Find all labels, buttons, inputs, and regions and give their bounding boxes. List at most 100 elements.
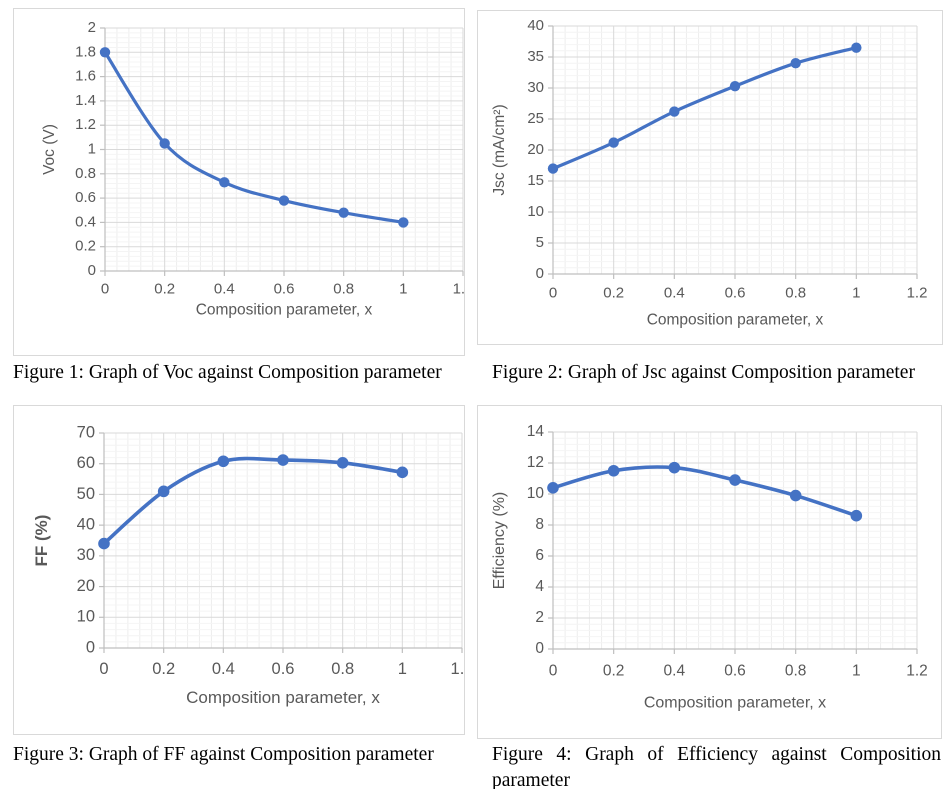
data-point-1 [851,42,862,53]
x-tick-label: 0 [101,280,109,297]
y-tick-label: 60 [77,454,95,472]
data-point-0.4 [668,461,681,474]
y-tick-label: 6 [535,547,544,564]
y-tick-label: 8 [535,516,544,533]
data-point-0.6 [729,474,741,486]
data-point-0.4 [219,177,230,188]
gridlines [553,25,918,274]
y-tick-label: 0 [88,262,96,279]
gridlines [105,27,464,271]
x-tick-label: 0.2 [603,662,625,679]
data-point-0.8 [336,456,349,469]
y-tick-label: 0.6 [75,189,96,206]
efficiency-chart-canvas: 0 2 4 6 8 10 12 14 0 0.2 0.4 0.6 0.8 1 1.2 Composition … [491,423,928,711]
y-tick-label: 20 [527,141,544,158]
x-tick-label: 1.2 [906,662,928,679]
data-point-0.4 [669,106,680,117]
y-axis-title: Efficiency (%) [491,492,508,590]
x-tick-label: 0.6 [725,284,746,301]
y-axis-title: FF (%) [32,515,51,567]
figure-2-caption: Figure 2: Graph of Jsc against Compositi… [492,362,915,383]
data-point-0.8 [338,207,349,218]
data-point-0.6 [278,195,290,206]
data-point-1 [398,217,409,228]
axes: 0 5 10 15 20 25 30 35 40 0 0.2 0.4 0.6 0.8 1 1.2 [527,17,927,301]
ff-chart-canvas: 0 10 20 30 40 50 60 70 0 0.2 0.4 0.6 0.8 1 1.2 Composit… [32,423,464,707]
y-tick-label: 70 [77,423,95,441]
series-line [103,50,405,224]
data-point-1 [396,466,409,479]
data-point-0.2 [159,138,170,149]
ff-chart: 0 10 20 30 40 50 60 70 0 0.2 0.4 0.6 0.8 1 1.2 Composit… [13,405,465,735]
y-tick-label: 1 [88,140,96,157]
y-tick-label: 1.6 [75,68,96,85]
voc-chart-canvas: 0 0.2 0.4 0.6 0.8 1 1.2 1.4 1.6 1.8 2 0 0.2 0.4 0.6 0.8… [41,19,464,318]
data-series [99,47,409,228]
x-tick-label: 0.4 [214,280,235,297]
y-tick-label: 10 [527,203,544,220]
data-point-0.6 [277,454,289,466]
y-tick-label: 2 [88,19,96,36]
x-tick-label: 0.8 [333,280,354,297]
data-point-0.8 [790,58,801,69]
axes: 0 2 4 6 8 10 12 14 0 0.2 0.4 0.6 0.8 1 1.2 [527,423,928,679]
y-tick-label: 0.2 [75,238,96,255]
y-tick-label: 12 [527,454,544,471]
y-axis-title: Voc (V) [41,124,58,175]
x-axis-title: Composition parameter, x [196,301,373,318]
data-point-0 [99,47,111,58]
y-tick-label: 0.8 [75,165,96,182]
x-tick-label: 0.8 [331,660,354,678]
jsc-chart-canvas: 0 5 10 15 20 25 30 35 40 0 0.2 0.4 0.6 0.8 1 1.2 Composi… [491,17,927,328]
x-tick-label: 0 [549,284,557,301]
y-tick-label: 1.4 [75,92,96,109]
x-tick-label: 1 [399,280,407,297]
x-tick-label: 0.4 [664,284,685,301]
y-tick-label: 40 [527,17,544,34]
x-tick-label: 0.8 [785,662,807,679]
data-point-0.2 [607,464,620,477]
data-point-0.2 [608,137,619,148]
x-tick-label: 1.2 [907,284,928,301]
y-tick-label: 0 [86,638,95,656]
x-tick-label: 1 [852,284,860,301]
data-point-0.2 [157,485,170,498]
axes: 0 0.2 0.4 0.6 0.8 1 1.2 1.4 1.6 1.8 2 0 0.2 0.4 0.6 0.8… [75,19,464,297]
data-point-0 [547,163,559,174]
voc-chart: 0 0.2 0.4 0.6 0.8 1 1.2 1.4 1.6 1.8 2 0 0.2 0.4 0.6 0.8… [13,8,465,356]
y-tick-label: 0 [535,640,544,657]
series-line [551,465,859,518]
figure-3-caption: Figure 3: Graph of FF against Compositio… [13,744,434,765]
x-tick-label: 0 [549,662,558,679]
gridlines [553,431,918,649]
x-tick-label: 0.4 [212,660,235,678]
y-tick-label: 40 [77,516,95,534]
y-tick-label: 10 [527,485,545,502]
x-tick-label: 0.2 [603,284,624,301]
y-tick-label: 20 [77,577,95,595]
x-tick-label: 1 [852,662,861,679]
data-point-0 [547,482,559,494]
x-axis-title: Composition parameter, x [186,688,380,707]
axes: 0 10 20 30 40 50 60 70 0 0.2 0.4 0.6 0.8 1 1.2 [77,423,464,678]
data-point-0 [98,537,110,550]
data-series [547,42,862,174]
x-axis-title: Composition parameter, x [647,311,824,328]
y-tick-label: 15 [527,172,544,189]
x-tick-label: 1.2 [451,660,464,678]
x-tick-label: 0.6 [724,662,746,679]
y-tick-label: 10 [77,608,95,626]
y-axis-title: Jsc (mA/cm²) [491,104,508,195]
figure-4-caption: Figure 4: Graph of Efficiency against Co… [492,744,941,789]
y-tick-label: 30 [77,546,95,564]
data-series [547,461,863,522]
y-tick-label: 1.2 [75,116,96,133]
x-tick-label: 0.2 [154,280,175,297]
x-tick-label: 0.6 [274,280,295,297]
data-point-0.6 [729,80,741,92]
y-tick-label: 1.8 [75,43,96,60]
y-tick-label: 30 [527,79,544,96]
jsc-chart: 0 5 10 15 20 25 30 35 40 0 0.2 0.4 0.6 0.8 1 1.2 Composi… [477,10,943,345]
x-tick-label: 0.4 [664,662,686,679]
y-tick-label: 5 [536,234,544,251]
